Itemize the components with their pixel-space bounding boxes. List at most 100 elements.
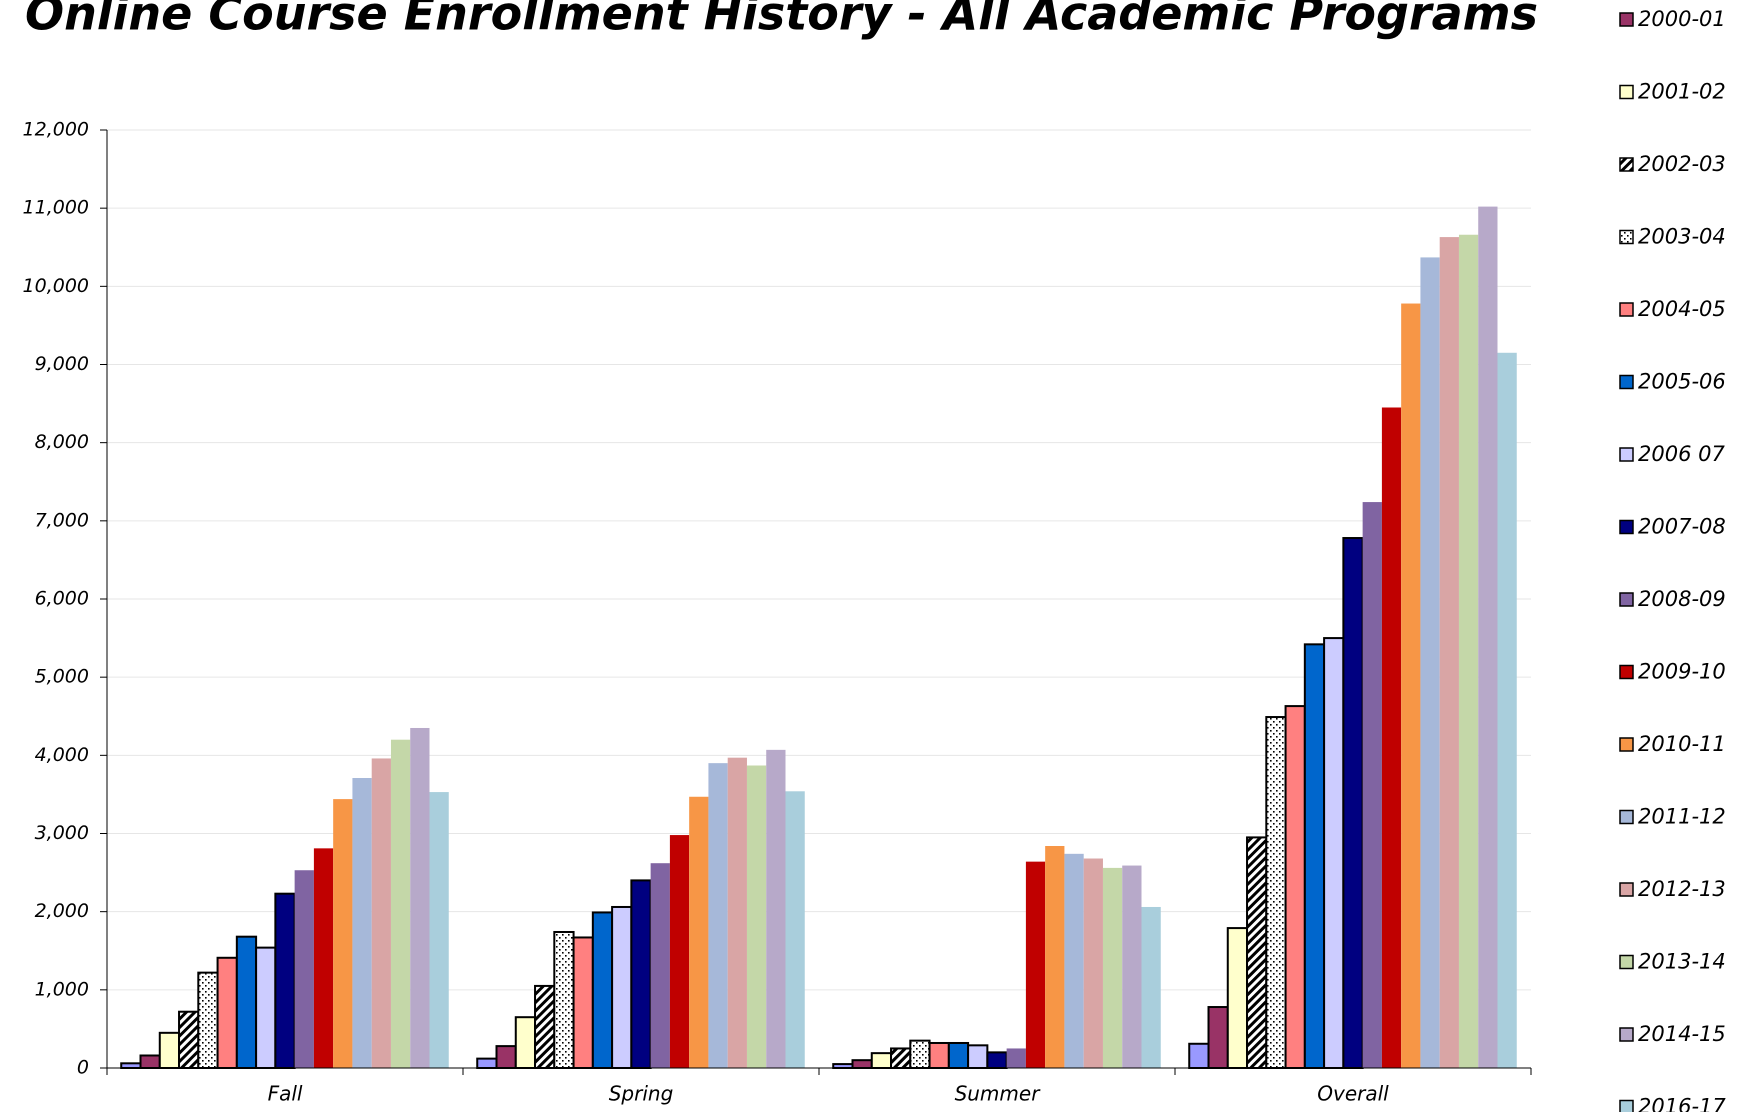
legend-swatch (1619, 447, 1634, 462)
bar (909, 1039, 931, 1070)
bar (158, 1031, 181, 1069)
bar (313, 848, 334, 1068)
legend-swatch (1619, 157, 1634, 172)
bar (1045, 846, 1065, 1068)
legend-label: 2007-08 (1638, 515, 1726, 539)
bar (986, 1051, 1008, 1070)
bar (274, 892, 296, 1070)
bar (1226, 927, 1249, 1069)
bar (947, 1041, 970, 1070)
bar (689, 796, 709, 1068)
bar (178, 1010, 200, 1069)
bar (669, 835, 690, 1068)
legend-label: 2006 07 (1638, 442, 1725, 466)
bar (429, 792, 449, 1068)
legend-swatch (1619, 1099, 1634, 1112)
x-tick-label: Summer (955, 1082, 1042, 1106)
legend-label: 2003-04 (1638, 225, 1726, 249)
legend-label: 2014-15 (1638, 1022, 1726, 1046)
bar (1323, 637, 1345, 1069)
bar (928, 1041, 950, 1070)
bar (1246, 836, 1268, 1069)
bar (514, 1016, 537, 1069)
bar (1342, 537, 1364, 1069)
bar (1497, 352, 1517, 1068)
y-tick-label: 1,000 (35, 978, 89, 1000)
bar (1006, 1048, 1026, 1068)
bar (708, 763, 728, 1068)
bar (1188, 1042, 1210, 1069)
bar (591, 911, 614, 1069)
bar (235, 935, 258, 1069)
bar (611, 905, 633, 1070)
bar (1362, 502, 1382, 1068)
bar (746, 765, 767, 1068)
legend-label: 2016-17 (1638, 1095, 1726, 1112)
bar (1381, 407, 1402, 1068)
y-tick-label: 7,000 (35, 509, 89, 531)
bar (1064, 853, 1084, 1068)
bar (1083, 858, 1103, 1068)
x-tick-label: Spring (609, 1082, 674, 1106)
y-tick-label: 11,000 (23, 197, 89, 219)
bar (495, 1045, 517, 1069)
bar (216, 956, 238, 1069)
y-tick-label: 0 (77, 1057, 89, 1079)
bar (139, 1054, 161, 1069)
bar (851, 1059, 873, 1070)
legend-swatch (1619, 12, 1634, 27)
bar (410, 727, 430, 1068)
bar (727, 757, 747, 1068)
bar (1439, 237, 1459, 1069)
y-tick-label: 12,000 (23, 119, 89, 141)
bar (650, 863, 670, 1068)
legend-swatch (1619, 592, 1634, 607)
bar (553, 930, 575, 1069)
y-tick-label: 4,000 (35, 744, 89, 766)
bar (1122, 865, 1142, 1068)
y-tick-label: 8,000 (35, 431, 89, 453)
legend-label: 2010-11 (1638, 732, 1726, 756)
chart-title: Online Course Enrollment History - All A… (25, 0, 1538, 41)
legend-swatch (1619, 1027, 1634, 1042)
legend-swatch (1619, 519, 1634, 535)
bar (1265, 716, 1287, 1069)
bar (572, 936, 594, 1069)
bar (476, 1057, 498, 1069)
y-tick-label: 3,000 (35, 822, 89, 844)
legend-swatch (1619, 737, 1634, 752)
bar (870, 1052, 893, 1069)
legend-label: 2012-13 (1638, 877, 1726, 901)
y-tick-label: 10,000 (23, 275, 89, 297)
bar (534, 984, 556, 1069)
legend-swatch (1619, 954, 1634, 970)
legend-label: 2008-09 (1638, 587, 1726, 611)
legend-swatch (1619, 84, 1634, 100)
bar (1420, 257, 1440, 1069)
bar (1025, 861, 1046, 1068)
legend-label: 2013-14 (1638, 950, 1726, 974)
legend-label: 2011-12 (1638, 805, 1726, 829)
bar (630, 879, 652, 1070)
bar (1141, 906, 1161, 1068)
bar (832, 1063, 854, 1070)
bar (1478, 206, 1498, 1068)
legend-label: 2005-06 (1638, 370, 1726, 394)
bar (120, 1062, 142, 1070)
y-tick-label: 2,000 (35, 900, 89, 922)
bar (785, 791, 805, 1068)
bar (1102, 867, 1123, 1068)
legend-label: 2009-10 (1638, 660, 1726, 684)
bar (1458, 234, 1479, 1068)
y-tick-label: 6,000 (35, 588, 89, 610)
bar (1284, 705, 1306, 1069)
legend-swatch (1619, 374, 1634, 390)
bar (1303, 643, 1326, 1069)
legend-swatch (1619, 882, 1634, 897)
bar (1401, 303, 1421, 1068)
y-tick-label: 9,000 (35, 353, 89, 375)
legend-swatch (1619, 302, 1634, 317)
bar (766, 749, 786, 1068)
bar (890, 1047, 912, 1070)
